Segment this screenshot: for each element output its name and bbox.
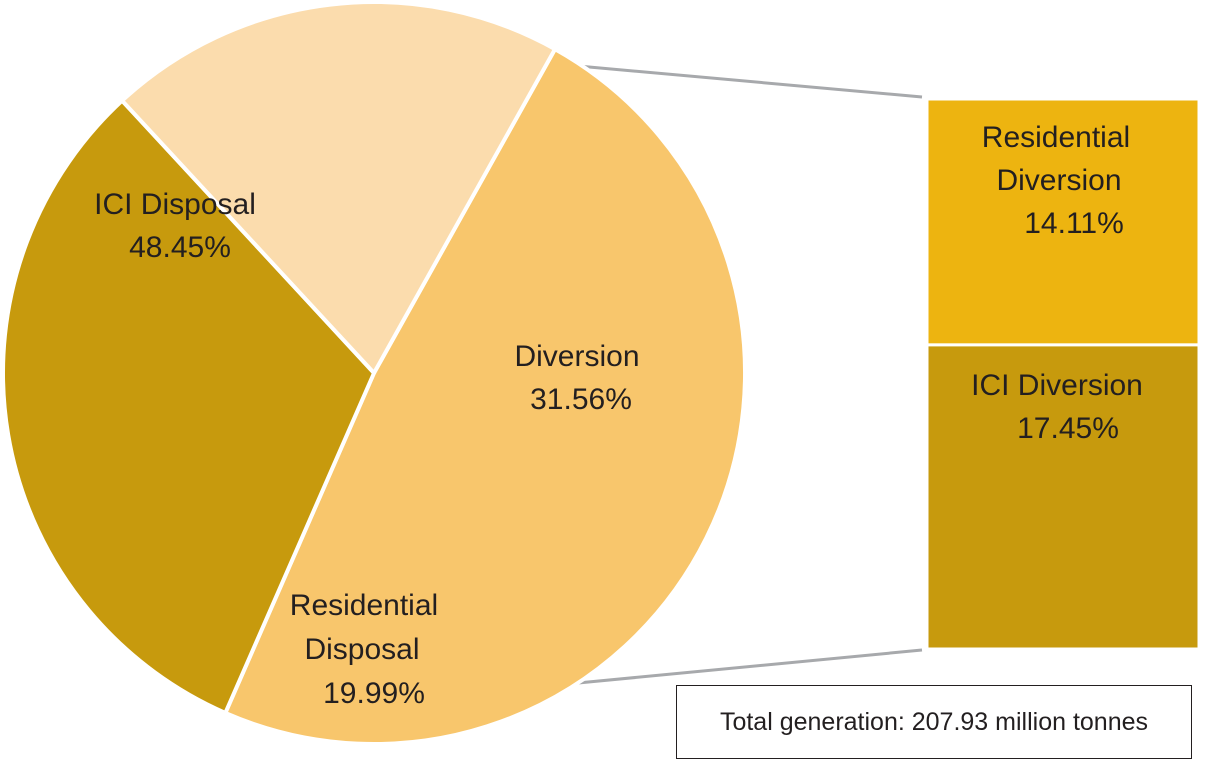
value-residential-disposal: 19.99% xyxy=(323,677,425,710)
value-diversion: 31.56% xyxy=(530,383,632,416)
connector-line-top xyxy=(577,64,923,99)
bar-segment-ici-diversion xyxy=(925,343,1201,651)
pie-slice-residential-disposal xyxy=(120,0,557,375)
label-residential-diversion-line1: Residential xyxy=(982,121,1130,154)
value-ici-disposal: 48.45% xyxy=(129,231,231,264)
value-ici-diversion: 17.45% xyxy=(1017,412,1119,445)
connector-line-bottom xyxy=(577,648,923,685)
label-diversion: Diversion xyxy=(514,340,639,373)
label-residential-disposal-line2: Disposal xyxy=(304,633,419,666)
value-residential-diversion: 14.11% xyxy=(1024,207,1124,240)
label-residential-diversion-line2: Diversion xyxy=(996,164,1121,197)
total-generation-text: Total generation: 207.93 million tonnes xyxy=(719,707,1149,736)
label-residential-disposal-line1: Residential xyxy=(290,589,438,622)
pie-slice-diversion xyxy=(1,98,376,715)
label-ici-disposal: ICI Disposal xyxy=(94,188,256,221)
bar-segment-residential-diversion xyxy=(925,97,1201,347)
total-generation-note: Total generation: 207.93 million tonnes xyxy=(676,685,1192,759)
pie-slice-ici-disposal xyxy=(223,47,747,746)
label-ici-diversion: ICI Diversion xyxy=(971,369,1143,402)
